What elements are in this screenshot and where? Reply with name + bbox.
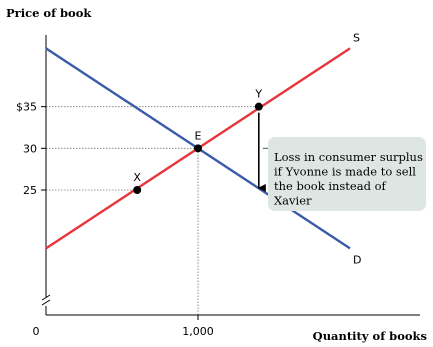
point-y (254, 102, 263, 111)
x-axis-label: Quantity of books (313, 329, 427, 343)
point-label-e: E (195, 129, 202, 142)
annotation-line-3: Xavier (274, 194, 312, 208)
point-label-y: Y (254, 88, 262, 101)
y-tick-label-2: 25 (23, 184, 37, 197)
point-x (133, 186, 142, 194)
annotation-box (268, 137, 426, 211)
annotation-line-2: the book instead of (274, 179, 387, 193)
y-tick-label-0: $35 (16, 101, 37, 114)
y-axis-break (41, 294, 51, 306)
point-label-x: X (133, 171, 141, 184)
annotation-line-1: if Yvonne is made to sell (274, 165, 416, 179)
annotation-line-0: Loss in consumer surplus (274, 150, 423, 164)
y-axis-label: Price of book (6, 6, 92, 20)
x-tick-label-1: 1,000 (182, 325, 214, 338)
series-label-s: S (353, 31, 360, 44)
y-tick-label-1: 30 (23, 142, 37, 155)
point-e (194, 144, 202, 153)
x-tick-label-0: 0 (33, 325, 40, 338)
series-label-d: D (353, 253, 361, 266)
